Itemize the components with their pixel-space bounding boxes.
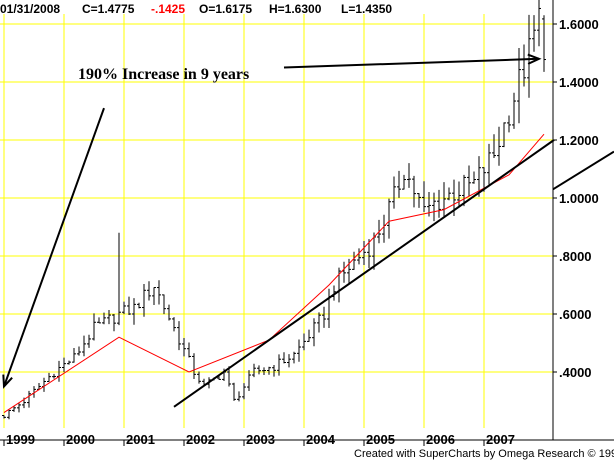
x-tick-label: 2000	[66, 432, 95, 447]
annotation-arrowhead	[2, 374, 13, 389]
y-tick-label: 1.2000	[559, 133, 599, 148]
y-tick-label: .6000	[559, 307, 592, 322]
support-trendline-extension	[552, 150, 614, 191]
header-date: 01/31/2008	[0, 2, 61, 16]
increase-annotation: 190% Increase in 9 years	[78, 66, 250, 83]
y-tick-label: 1.4000	[559, 75, 599, 90]
annotation-arrowhead	[527, 53, 542, 65]
header-high: H=1.6300	[269, 2, 322, 16]
credit-text: Created with SuperCharts by Omega Resear…	[354, 448, 614, 460]
x-tick-label: 2005	[366, 432, 395, 447]
x-tick-label: 2001	[126, 432, 155, 447]
header-open: O=1.6175	[199, 2, 253, 16]
header-change: -.1425	[151, 2, 186, 16]
x-tick-label: 1999	[6, 432, 35, 447]
header-close: C=1.4775	[82, 2, 135, 16]
y-tick-label: 1.0000	[559, 191, 599, 206]
support-trendline	[173, 139, 555, 408]
x-tick-label: 2002	[186, 432, 215, 447]
y-tick-label: 1.6000	[559, 17, 599, 32]
x-tick-label: 2004	[306, 432, 336, 447]
x-tick-label: 2007	[486, 432, 515, 447]
y-tick-label: .4000	[559, 365, 592, 380]
header-low: L=1.4350	[341, 2, 393, 16]
x-tick-label: 2003	[246, 432, 275, 447]
x-tick-label: 2006	[426, 432, 455, 447]
y-tick-label: .8000	[559, 249, 592, 264]
annotation-arrow	[3, 107, 105, 387]
annotation-arrow	[283, 57, 540, 69]
